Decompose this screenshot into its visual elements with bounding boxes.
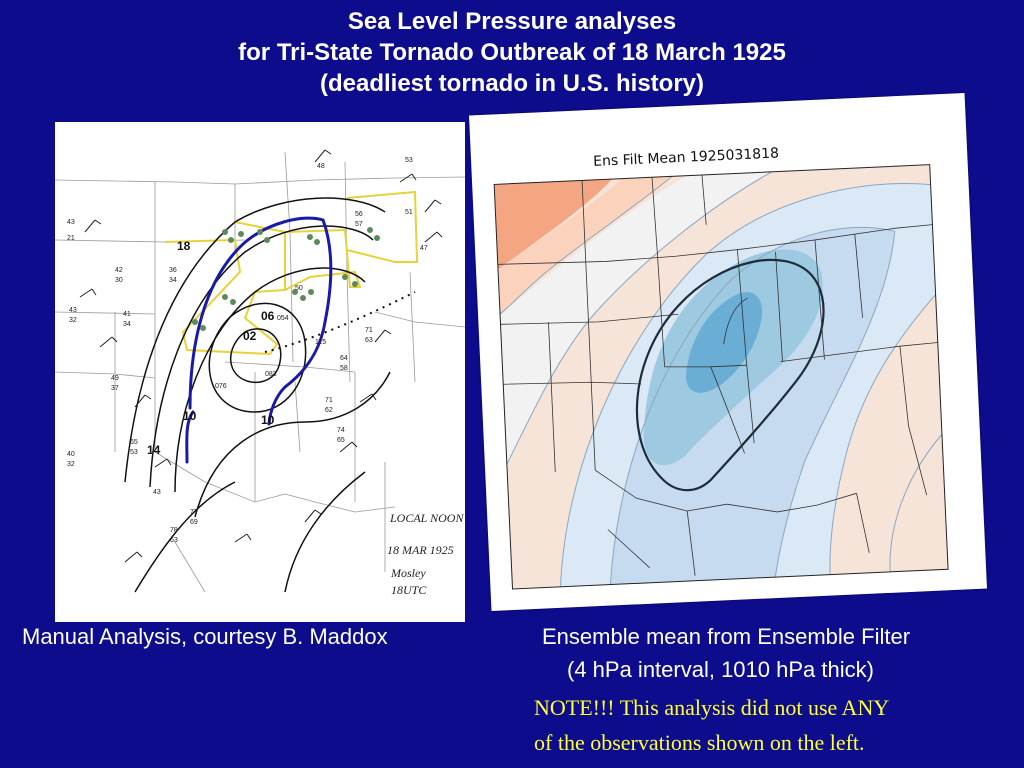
station-value: 43 [67,219,75,226]
manual-analysis-caption: Manual Analysis, courtesy B. Maddox [22,624,388,649]
station-value: 34 [169,277,177,284]
station-value: 64 [340,355,348,362]
isobar-label: 18 [177,239,191,253]
station-value: 53 [405,157,413,164]
station-value: 78 [170,527,178,534]
note-line-1: NOTE!!! This analysis did not use ANY [534,695,890,720]
title-line-2: for Tri-State Tornado Outbreak of 18 Mar… [238,39,786,66]
isobar-label: 10 [183,409,197,423]
station-value: 47 [420,245,428,252]
station-value: 40 [67,451,75,458]
station-value: 21 [67,235,75,242]
ensemble-caption-line-1: Ensemble mean from Ensemble Filter [542,624,911,649]
station-value: 51 [405,209,413,216]
manual-analysis-drawing: 43 21 42 30 43 32 41 34 49 37 40 32 36 3… [55,149,465,597]
annotation-line: 18 MAR 1925 [387,543,454,557]
high-pressure-area [494,179,613,270]
station-value: 74 [337,427,345,434]
station-value: 054 [277,315,289,322]
note-text: NOTE!!! This analysis did not use ANY of… [534,690,1004,760]
station-value: 65 [337,437,345,444]
map-frame [493,164,949,590]
isobar-label: 14 [147,443,161,457]
isobar-label: 10 [261,413,275,427]
annotation-line: LOCAL NOON [389,511,464,525]
station-value: 53 [130,449,138,456]
map-plot-area [493,164,949,590]
station-value: 71 [365,327,373,334]
title-line-3: (deadliest tornado in U.S. history) [319,70,705,97]
isobar-labels: 18 14 10 06 02 10 [147,239,275,457]
note-line-2: of the observations shown on the left. [534,730,865,755]
station-value: 076 [215,383,227,390]
dotted-line [264,291,416,353]
station-value: 41 [123,311,131,318]
station-value: 34 [123,321,131,328]
station-value: 083 [265,371,277,378]
station-value: 48 [317,163,325,170]
blue-front-lines [185,216,333,464]
station-values: 43 21 42 30 43 32 41 34 49 37 40 32 36 3… [67,157,428,544]
station-value: 32 [67,461,75,468]
ensemble-mean-map: Ens Filt Mean 1925031818 [469,93,987,611]
station-value: 58 [340,365,348,372]
isobar-label: 06 [261,309,275,323]
station-value: 36 [169,267,177,274]
isobar-contours [499,171,943,587]
neutral-pressure-area [500,171,772,465]
station-value: 49 [111,375,119,382]
annotation-line: Mosley [390,566,426,580]
map-title: Ens Filt Mean 1925031818 [593,145,779,169]
state-borders [497,174,938,576]
station-value: 43 [69,307,77,314]
ensemble-caption-line-2: (4 hPa interval, 1010 hPa thick) [567,657,874,682]
station-value: 30 [115,277,123,284]
state-boundaries [55,151,465,593]
station-value: 32 [69,317,77,324]
hand-isobars [124,197,391,593]
isobar-1010-thick [635,258,825,492]
station-value: 43 [153,489,161,496]
station-value: 69 [190,519,198,526]
station-value: 42 [115,267,123,274]
station-value: 77 [190,509,198,516]
station-value: 115 [315,339,326,346]
wind-barbs [79,149,443,563]
precipitation-markers [192,227,380,331]
highlighted-states [164,190,419,356]
station-value: 62 [325,407,333,414]
annotation-line: 18UTC [391,583,427,597]
ensemble-mean-drawing: Ens Filt Mean 1925031818 [493,145,949,590]
station-value: 57 [355,221,363,228]
slide-title: Sea Level Pressure analyses for Tri-Stat… [0,6,1024,99]
isobar-label: 02 [243,329,257,343]
station-value: 63 [170,537,178,544]
station-value: 65 [130,439,138,446]
station-value: 50 [295,285,303,292]
manual-analysis-map: 43 21 42 30 43 32 41 34 49 37 40 32 36 3… [55,122,465,622]
station-value: 37 [111,385,119,392]
station-value: 71 [325,397,333,404]
title-line-1: Sea Level Pressure analyses [347,8,677,35]
handwritten-annotation: LOCAL NOON 18 MAR 1925 Mosley 18UTC [387,511,464,597]
station-value: 56 [355,211,363,218]
station-value: 63 [365,337,373,344]
